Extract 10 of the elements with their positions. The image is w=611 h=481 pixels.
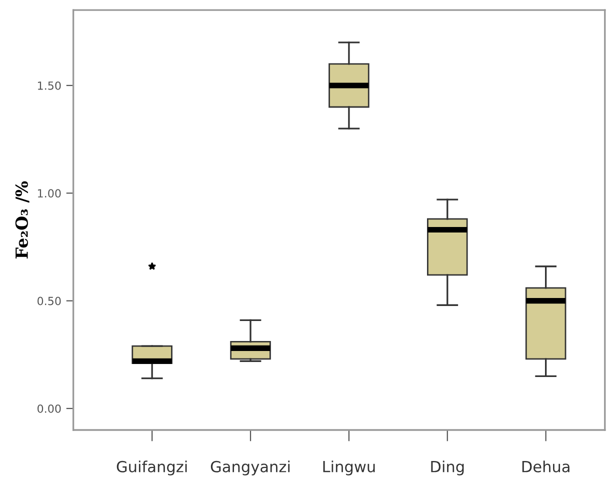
x-tick-label: Guifangzi (116, 460, 187, 476)
y-axis-title: Fe₂O₃ /% (15, 181, 30, 258)
x-tick-label: Ding (431, 460, 464, 476)
y-tick-label: 1.00 (38, 189, 61, 198)
y-tick-label: 0.00 (38, 404, 61, 413)
y-tick-label: 1.50 (38, 81, 61, 90)
x-tick-label: Dehua (522, 460, 570, 472)
x-tick-label: Gangyanzi (210, 460, 290, 476)
x-tick-label: Lingwu (323, 460, 375, 476)
y-tick-label: 0.50 (38, 296, 61, 306)
